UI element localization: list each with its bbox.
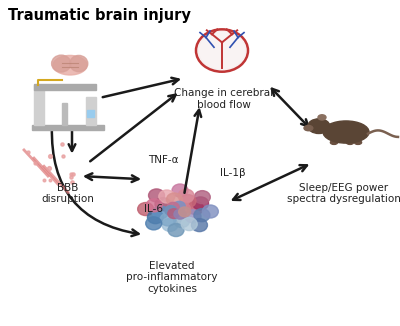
Bar [62, 103, 67, 125]
Circle shape [167, 202, 179, 212]
Circle shape [181, 217, 197, 230]
Circle shape [146, 217, 162, 230]
Circle shape [166, 193, 182, 206]
Circle shape [159, 190, 175, 203]
Circle shape [148, 211, 164, 224]
Circle shape [152, 206, 168, 219]
FancyArrowPatch shape [272, 89, 308, 126]
Ellipse shape [330, 141, 338, 144]
Circle shape [179, 207, 191, 217]
Circle shape [198, 31, 246, 70]
Circle shape [146, 199, 162, 212]
Circle shape [178, 203, 190, 213]
FancyArrowPatch shape [233, 165, 307, 200]
Circle shape [192, 197, 208, 210]
Text: IL-1β: IL-1β [220, 168, 246, 178]
FancyArrowPatch shape [103, 78, 178, 97]
Circle shape [174, 215, 190, 228]
Circle shape [194, 191, 210, 204]
Bar [34, 84, 96, 90]
Bar [34, 85, 44, 125]
Ellipse shape [53, 55, 87, 75]
Circle shape [165, 206, 177, 215]
Text: BBB
disruption: BBB disruption [42, 183, 94, 204]
Ellipse shape [318, 115, 326, 120]
Circle shape [172, 184, 188, 197]
Circle shape [138, 202, 154, 215]
FancyArrowPatch shape [69, 127, 75, 151]
Text: IL-6: IL-6 [144, 204, 163, 214]
FancyArrowPatch shape [86, 173, 138, 182]
Ellipse shape [354, 141, 362, 144]
Circle shape [162, 218, 178, 231]
Ellipse shape [346, 141, 354, 144]
Circle shape [173, 201, 185, 211]
FancyArrowPatch shape [90, 95, 176, 161]
Circle shape [185, 210, 201, 223]
Ellipse shape [304, 126, 313, 131]
Circle shape [174, 209, 186, 219]
Ellipse shape [52, 55, 71, 72]
Circle shape [202, 205, 218, 218]
Circle shape [180, 195, 196, 208]
Ellipse shape [323, 121, 369, 143]
Ellipse shape [308, 119, 330, 134]
Text: TNF-α: TNF-α [148, 155, 178, 165]
Bar [86, 97, 96, 125]
FancyArrowPatch shape [184, 110, 201, 193]
Circle shape [148, 189, 164, 202]
Ellipse shape [70, 55, 88, 72]
Circle shape [192, 219, 208, 232]
Circle shape [155, 198, 171, 211]
Circle shape [168, 209, 180, 218]
Text: Sleep/EEG power
spectra dysregulation: Sleep/EEG power spectra dysregulation [287, 183, 400, 204]
Circle shape [160, 213, 176, 226]
FancyArrowPatch shape [52, 127, 138, 236]
Text: Change in cerebral
blood flow: Change in cerebral blood flow [174, 88, 274, 110]
Text: Traumatic brain injury: Traumatic brain injury [8, 8, 191, 23]
Text: Elevated
pro-inflammatory
cytokines: Elevated pro-inflammatory cytokines [126, 261, 218, 294]
Circle shape [178, 189, 194, 202]
Circle shape [188, 201, 204, 215]
Bar [87, 110, 94, 117]
Circle shape [168, 224, 184, 237]
Bar [32, 125, 104, 130]
Circle shape [194, 209, 210, 222]
